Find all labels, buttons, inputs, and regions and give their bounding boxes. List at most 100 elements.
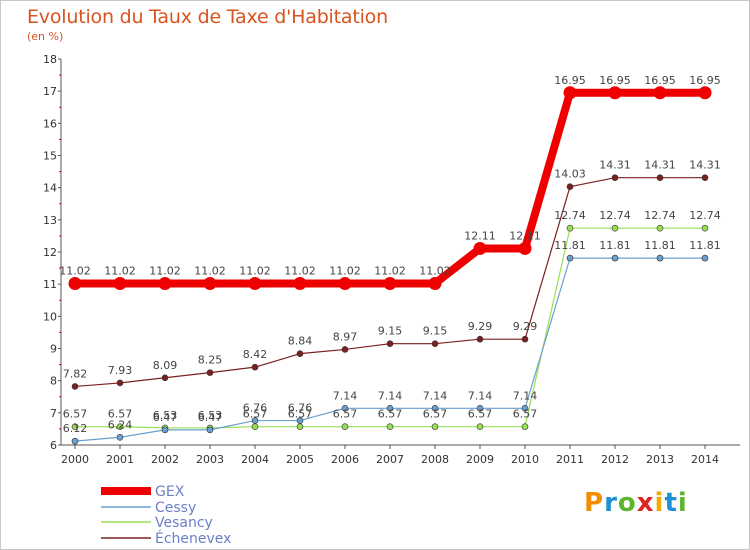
- data-point: [113, 277, 127, 291]
- data-label: 11.02: [239, 265, 271, 278]
- data-label: 8.09: [153, 359, 178, 372]
- data-label: 14.03: [554, 168, 586, 181]
- x-tick-label: 2010: [511, 453, 539, 466]
- y-tick-label: 9: [50, 343, 57, 356]
- y-tick-label: 13: [43, 214, 57, 227]
- data-point: [611, 174, 619, 181]
- data-label: 8.25: [198, 354, 223, 367]
- data-point: [476, 405, 484, 412]
- data-label: 6.57: [513, 408, 538, 421]
- y-tick-label: 12: [43, 246, 57, 259]
- data-label: 16.95: [644, 74, 676, 87]
- x-tick-label: 2007: [376, 453, 404, 466]
- x-tick-label: 2011: [556, 453, 584, 466]
- data-label: 11.02: [419, 265, 451, 278]
- data-point: [116, 423, 124, 430]
- data-point: [248, 277, 262, 291]
- data-point: [476, 423, 484, 430]
- y-tick-label: 11: [43, 278, 57, 291]
- data-point: [518, 241, 532, 255]
- data-point: [656, 174, 664, 181]
- data-point: [476, 335, 484, 343]
- data-point: [341, 346, 349, 353]
- data-label: 6.57: [468, 408, 493, 421]
- data-label: 16.95: [554, 74, 586, 87]
- data-label: 9.15: [378, 325, 403, 338]
- data-label: 12.11: [464, 229, 496, 242]
- y-tick-label: 18: [43, 53, 57, 66]
- x-tick-label: 2003: [196, 453, 224, 466]
- data-label: 11.02: [149, 265, 181, 278]
- data-point: [656, 224, 664, 232]
- x-tick-label: 2006: [331, 453, 359, 466]
- legend-label: Vesancy: [155, 515, 213, 531]
- data-label: 7.14: [378, 389, 403, 402]
- data-point: [341, 423, 349, 430]
- x-tick-label: 2009: [466, 453, 494, 466]
- data-label: 7.82: [63, 367, 88, 380]
- data-label: 12.74: [599, 209, 631, 222]
- data-point: [116, 379, 124, 387]
- data-point: [698, 86, 712, 100]
- x-tick-label: 2002: [151, 453, 179, 466]
- series-line-gex: [71, 88, 709, 288]
- data-point: [116, 433, 124, 441]
- data-point: [473, 241, 487, 255]
- data-point: [428, 277, 442, 291]
- data-label: 11.02: [329, 265, 361, 278]
- data-label: 16.95: [599, 74, 631, 87]
- data-point: [566, 224, 574, 232]
- data-label: 6.57: [423, 408, 448, 421]
- data-label: 6.47: [198, 411, 223, 424]
- data-label: 7.93: [108, 364, 133, 377]
- data-point: [338, 277, 352, 291]
- data-point: [203, 277, 217, 291]
- data-point: [521, 405, 529, 412]
- data-label: 6.57: [288, 408, 313, 421]
- data-point: [431, 423, 439, 430]
- data-point: [566, 254, 574, 262]
- legend-label: Échenevex: [155, 530, 231, 547]
- data-label: 6.57: [63, 408, 88, 421]
- data-point: [383, 277, 397, 291]
- x-tick-label: 2014: [691, 453, 719, 466]
- y-tick-label: 14: [43, 182, 57, 195]
- data-point: [293, 277, 307, 291]
- data-point: [431, 340, 439, 347]
- data-point: [161, 426, 169, 434]
- data-point: [158, 277, 172, 291]
- data-point: [68, 277, 82, 291]
- data-point: [71, 383, 79, 390]
- x-tick-label: 2012: [601, 453, 629, 466]
- data-label: 6.24: [108, 418, 133, 431]
- data-point: [251, 363, 259, 371]
- data-point: [386, 423, 394, 430]
- data-label: 9.15: [423, 325, 448, 338]
- y-tick-label: 6: [50, 439, 57, 452]
- y-tick-label: 15: [43, 150, 57, 163]
- proxiti-logo: Proxiti: [584, 488, 688, 518]
- data-point: [386, 340, 394, 347]
- data-label: 7.14: [333, 389, 358, 402]
- data-point: [296, 423, 304, 430]
- data-point: [161, 374, 169, 382]
- data-label: 12.11: [509, 229, 541, 242]
- data-point: [701, 254, 709, 262]
- legend-label: Cessy: [155, 500, 196, 516]
- x-tick-label: 2013: [646, 453, 674, 466]
- data-point: [251, 423, 259, 430]
- data-point: [251, 417, 259, 424]
- data-point: [701, 174, 709, 181]
- data-point: [71, 423, 79, 430]
- data-label: 7.14: [468, 389, 493, 402]
- data-point: [563, 86, 577, 100]
- x-tick-label: 2005: [286, 453, 314, 466]
- data-label: 9.29: [513, 320, 538, 333]
- y-tick-label: 17: [43, 85, 57, 98]
- data-label: 12.74: [689, 209, 721, 222]
- data-point: [611, 224, 619, 232]
- data-label: 8.42: [243, 348, 268, 361]
- data-point: [296, 417, 304, 424]
- data-label: 11.81: [689, 239, 721, 252]
